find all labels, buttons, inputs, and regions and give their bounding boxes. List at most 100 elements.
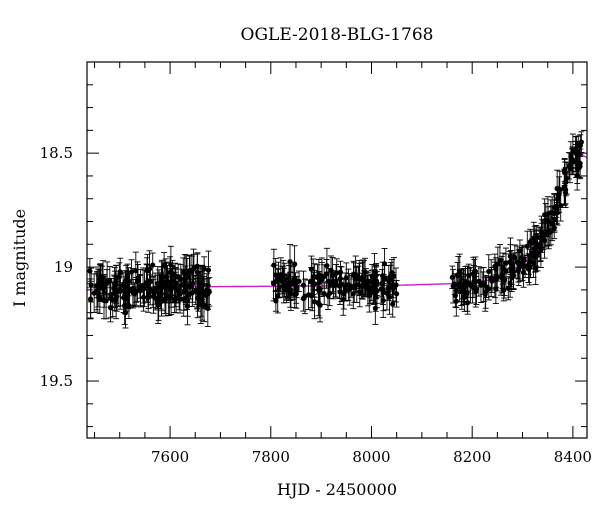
data-point [462,274,469,300]
point-marker [275,275,282,281]
data-point [565,152,572,180]
data-point [507,244,514,269]
point-marker [390,285,396,292]
x-tick-label: 8000 [352,448,390,466]
point-marker [554,185,560,192]
data-point [107,282,114,307]
point-marker [198,285,204,291]
point-marker [137,288,144,294]
point-marker [462,294,468,300]
data-point [449,265,456,290]
data-point [475,266,482,297]
point-marker [486,268,492,275]
data-point [167,245,174,284]
x-tick-label: 8400 [554,448,592,466]
point-marker [341,291,347,297]
data-points [86,131,585,329]
data-point [203,282,210,308]
point-marker [391,273,397,279]
point-marker [372,285,378,291]
point-marker [482,291,488,297]
data-point [337,260,344,284]
point-marker [176,291,182,298]
point-marker [539,235,545,241]
data-point [516,239,523,262]
data-point [554,169,561,208]
point-marker [114,293,120,300]
data-point [189,278,196,307]
data-point [283,273,290,297]
point-marker [141,294,147,300]
point-marker [168,286,174,292]
point-marker [531,235,537,241]
data-point [185,272,192,300]
data-point [275,261,282,295]
point-marker [316,272,322,278]
point-marker [380,287,386,293]
point-marker [566,163,572,169]
data-point [538,222,545,253]
point-marker [123,284,129,291]
data-point [482,276,489,312]
data-point [155,286,162,324]
point-marker [296,278,302,284]
data-point [113,281,120,312]
point-marker [184,303,191,309]
point-marker [117,288,123,295]
point-marker [173,283,179,289]
point-marker [308,266,314,272]
data-point [168,268,175,296]
data-point [390,257,397,295]
point-marker [189,290,195,296]
data-point [122,276,129,308]
y-axis-label: I magnitude [10,209,29,307]
point-marker [145,294,151,300]
data-point [325,280,332,310]
point-marker [311,281,318,287]
point-marker [501,287,507,293]
point-marker [337,269,344,275]
data-point [197,270,204,305]
data-point [457,272,464,295]
data-point [172,268,179,304]
point-marker [108,291,114,298]
axis-ticks: 7600 7800 8000 8200 8400 18.5 19 19.5 [40,61,592,466]
point-marker [507,253,514,260]
data-point [181,254,188,290]
point-marker [181,296,187,302]
point-marker [452,293,458,299]
point-marker [499,272,505,278]
point-marker [470,284,476,290]
data-point [296,270,303,293]
data-point [385,275,392,301]
point-marker [385,285,391,291]
point-marker [365,279,371,285]
data-point [87,280,94,319]
point-marker [554,210,560,216]
point-marker [168,262,174,268]
data-point [493,265,500,288]
data-point [99,276,106,300]
point-marker [94,287,100,294]
point-marker [164,273,170,280]
point-marker [315,300,321,306]
point-marker [372,305,378,311]
data-point [573,144,580,178]
data-point [544,196,551,232]
point-marker [361,274,367,281]
point-marker [576,152,583,158]
data-point [340,283,347,316]
data-point [379,275,386,306]
data-point [452,283,459,308]
point-marker [112,286,118,292]
point-marker [325,292,331,298]
point-marker [150,262,156,268]
point-marker [201,304,207,310]
point-marker [533,245,539,251]
data-point [498,255,505,294]
point-marker [381,261,388,267]
x-tick-label: 7800 [252,448,290,466]
y-tick-label: 19 [54,258,73,276]
point-marker [517,248,523,254]
data-point [86,258,93,284]
